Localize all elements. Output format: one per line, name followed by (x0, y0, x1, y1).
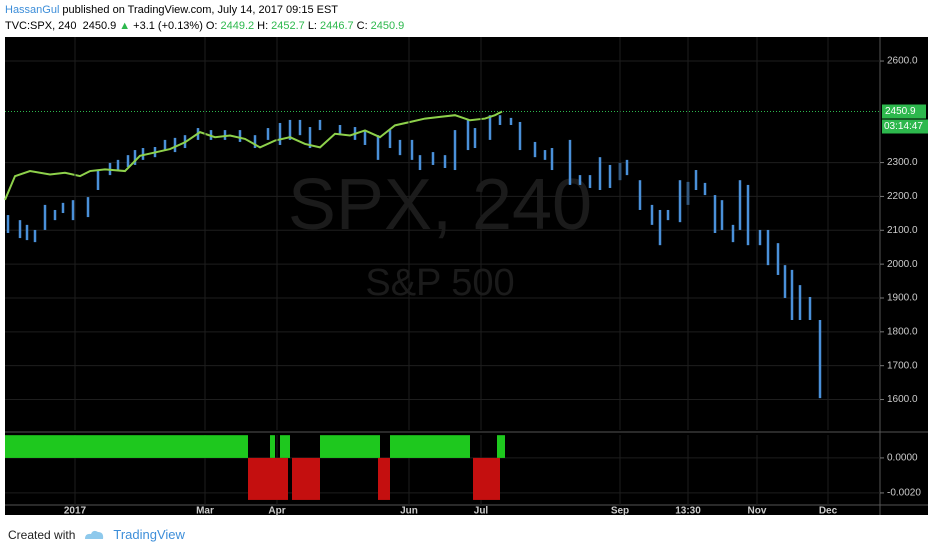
ohlc-value: 2446.7 (320, 20, 354, 32)
x-tick-label: Nov (748, 506, 767, 517)
ohlc-value: 2449.2 (220, 20, 255, 32)
y-tick-label: 2000.0 (887, 259, 918, 270)
indicator-bar (292, 457, 320, 500)
y-tick-label: 0.0000 (887, 453, 918, 464)
indicator-bar (280, 435, 290, 458)
ohlc-label: L: (307, 20, 317, 32)
y-tick-label: 2100.0 (887, 225, 918, 236)
ohlc-value: 2452.7 (271, 20, 305, 32)
arrow: ▲ (119, 20, 131, 32)
header: HassanGul published on TradingView.com, J… (5, 2, 410, 34)
symbol: TVC:SPX, 240 (5, 20, 77, 32)
ohlc-label: O: (205, 20, 218, 32)
y-tick-label: 1700.0 (887, 360, 918, 371)
indicator-bar (248, 457, 288, 500)
indicator-bar (497, 435, 505, 458)
x-tick-label: Dec (819, 506, 838, 517)
last-price-box (882, 104, 926, 119)
y-tick-label: -0.0020 (887, 488, 921, 499)
change: +3.1 (+0.13%) (133, 20, 203, 32)
indicator-bar (270, 435, 275, 458)
countdown-label: 03:14:47 (884, 121, 923, 132)
ohlc-value: 2450.9 (370, 20, 405, 32)
indicator-bar (473, 457, 500, 500)
x-tick-label: Mar (196, 506, 214, 517)
footer: Created with TradingView (8, 527, 185, 542)
x-tick-label: Jun (400, 506, 418, 517)
x-tick-label: 2017 (64, 506, 87, 517)
header-line-2: TVC:SPX, 240 2450.9 ▲ +3.1 (+0.13%) O: 2449.… (5, 18, 410, 34)
y-tick-label: 1600.0 (887, 394, 918, 405)
countdown-box (882, 119, 928, 134)
chart: SPX, 240 S&P 500 1600.0 1700.0 1800.0 1900.… (4, 37, 928, 517)
indicator-bar (390, 435, 470, 458)
created-with: Created with (8, 527, 76, 542)
ohlc-label: H: (257, 20, 269, 32)
header-line-1: HassanGul published on TradingView.com, J… (5, 2, 410, 18)
ohlc-label: C: (356, 20, 368, 32)
ohlc: O: 2449.2 H: 2452.7 L: 2446.7 C: 2450.9 (206, 20, 407, 32)
x-tick-label: Apr (268, 506, 285, 517)
last-price-label: 2450.9 (885, 106, 916, 117)
watermark: SPX, 240 (288, 165, 592, 245)
x-tick-label: 13:30 (675, 506, 701, 517)
indicator-bar (320, 435, 380, 458)
y-tick-label: 1800.0 (887, 326, 918, 337)
published: published on TradingView.com, July 14, 2… (62, 4, 339, 16)
y-tick-label: 1900.0 (887, 293, 918, 304)
y-tick-label: 2200.0 (887, 191, 918, 202)
author: HassanGul (5, 4, 60, 16)
price-line (4, 110, 503, 201)
y-tick-label: 2600.0 (887, 56, 918, 67)
last: 2450.9 (82, 20, 117, 32)
x-tick-label: Jul (474, 506, 489, 517)
indicator-bar (378, 457, 390, 500)
indicator-bar (5, 435, 248, 458)
watermark-sub: S&P 500 (365, 262, 514, 304)
logo (85, 530, 104, 539)
brand: TradingView (113, 527, 185, 542)
x-tick-label: Sep (611, 506, 629, 517)
y-tick-label: 2300.0 (887, 157, 918, 168)
